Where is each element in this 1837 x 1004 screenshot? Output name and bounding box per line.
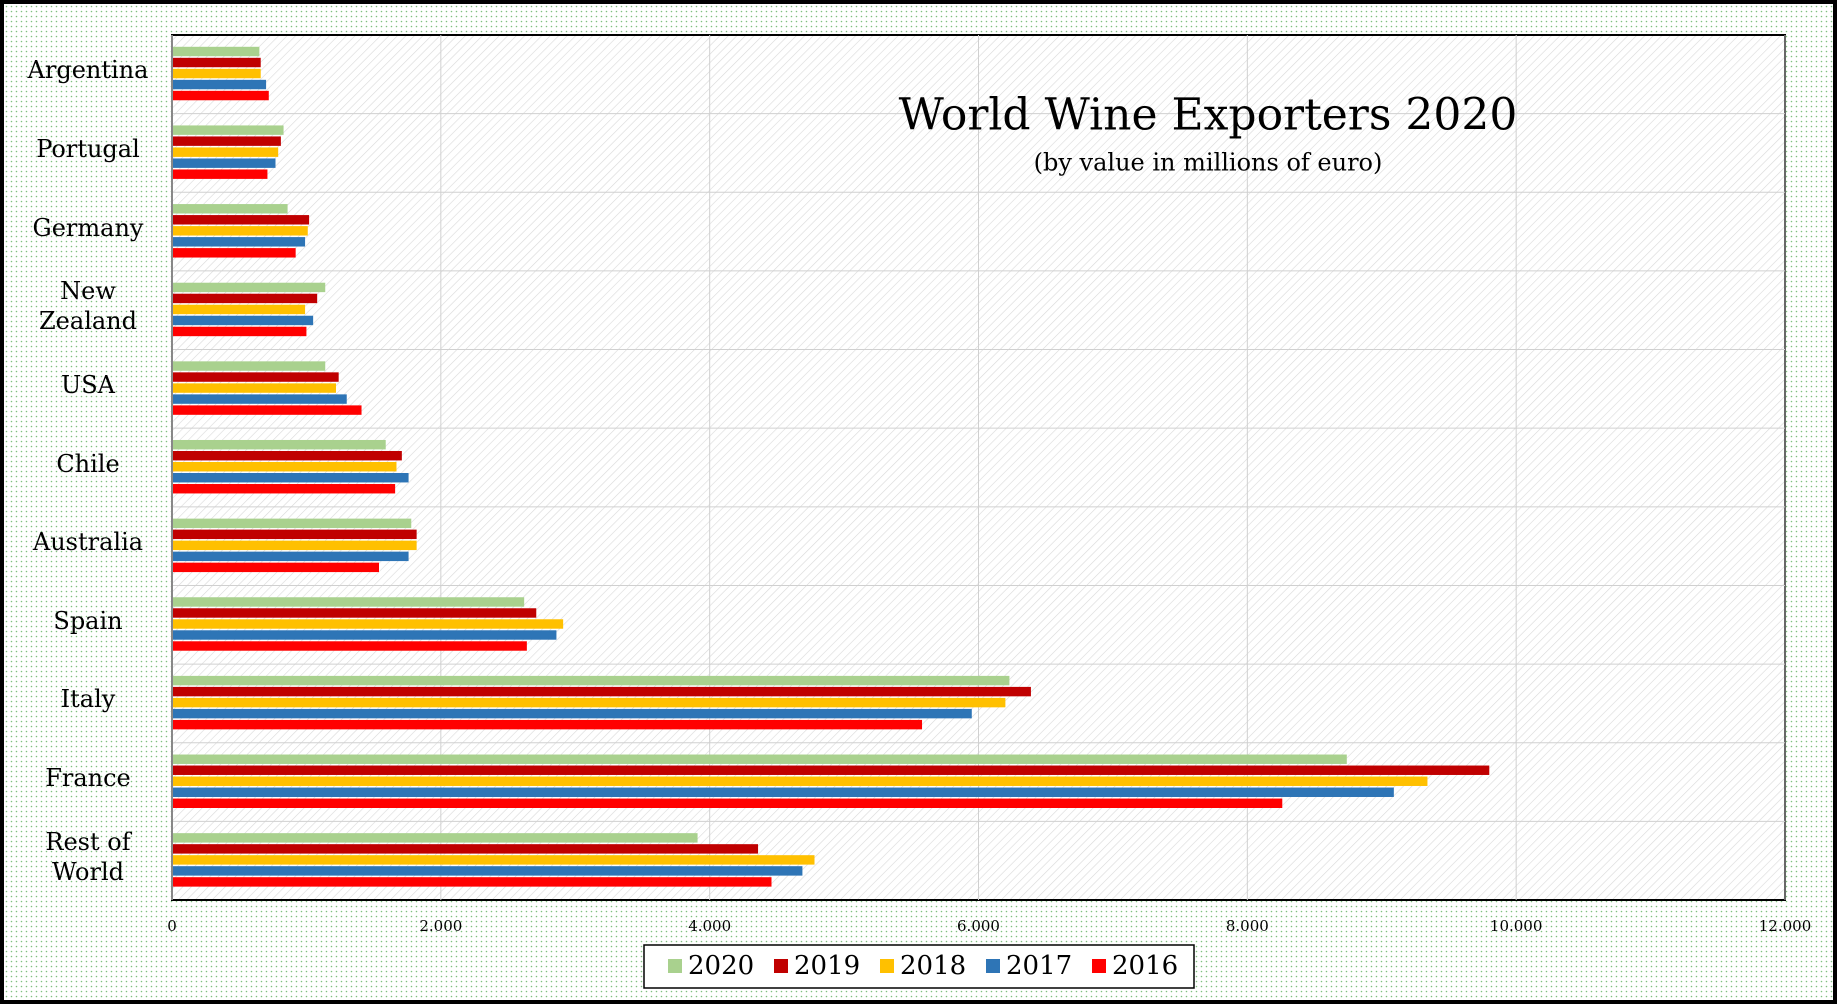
bar — [172, 125, 284, 135]
bar — [172, 719, 923, 730]
bar — [172, 90, 269, 101]
bar — [172, 57, 261, 68]
x-tick-label: 4.000 — [688, 917, 731, 935]
y-tick-label: Italy — [60, 685, 116, 714]
y-tick-label: Portugal — [36, 135, 140, 164]
legend-label: 2016 — [1112, 951, 1178, 981]
legend-swatch — [1092, 959, 1106, 973]
bar — [172, 798, 1283, 808]
legend-label: 2017 — [1006, 951, 1072, 981]
bar — [172, 282, 326, 293]
bar — [172, 147, 279, 157]
bar — [172, 540, 417, 551]
chart-subtitle: (by value in millions of euro) — [1034, 149, 1383, 177]
legend-swatch — [668, 959, 682, 973]
x-tick-label: 10.000 — [1490, 917, 1543, 935]
bar — [172, 619, 564, 629]
y-tick-label: Spain — [53, 606, 123, 635]
bar — [172, 372, 339, 382]
bar — [172, 215, 310, 225]
y-tick-label: Rest of World — [45, 827, 131, 886]
legend-swatch — [880, 959, 894, 973]
bar — [172, 844, 759, 854]
y-tick-label: Australia — [32, 528, 144, 557]
legend-label: 2019 — [794, 951, 860, 981]
x-tick-label: 6.000 — [957, 917, 1000, 935]
bar — [172, 326, 307, 337]
bar — [172, 79, 267, 90]
bar — [172, 518, 412, 529]
bar — [172, 405, 362, 415]
bar — [172, 304, 306, 315]
bar — [172, 686, 1031, 697]
x-tick-label: 0 — [167, 917, 177, 935]
bar — [172, 439, 386, 450]
bar — [172, 315, 314, 326]
bar — [172, 484, 396, 494]
legend-swatch — [774, 959, 788, 973]
bar — [172, 641, 527, 651]
y-tick-label: Argentina — [27, 56, 149, 85]
bar — [172, 675, 1010, 686]
bar — [172, 597, 525, 607]
bar — [172, 68, 261, 79]
bar — [172, 169, 268, 179]
legend-label: 2020 — [688, 951, 754, 981]
bar — [172, 877, 772, 887]
bar — [172, 293, 318, 304]
bar — [172, 461, 397, 472]
bar — [172, 450, 402, 461]
bar — [172, 394, 347, 404]
bar — [172, 787, 1394, 797]
chart-title: World Wine Exporters 2020 — [899, 90, 1518, 141]
bar — [172, 158, 276, 168]
bar — [172, 630, 557, 640]
bar — [172, 697, 1006, 708]
bar — [172, 204, 288, 214]
x-tick-label: 12.000 — [1759, 917, 1812, 935]
legend-swatch — [986, 959, 1000, 973]
bar — [172, 46, 260, 57]
y-tick-label: USA — [61, 370, 115, 399]
bar — [172, 776, 1428, 786]
x-tick-label: 8.000 — [1226, 917, 1269, 935]
bar — [172, 529, 417, 540]
bar — [172, 708, 972, 719]
bar — [172, 562, 380, 573]
legend-label: 2018 — [900, 951, 966, 981]
y-tick-label: New Zealand — [39, 277, 137, 336]
bar — [172, 765, 1490, 775]
bar — [172, 237, 306, 247]
bar — [172, 361, 326, 371]
y-tick-label: Germany — [32, 213, 144, 242]
bar — [172, 226, 308, 236]
bar — [172, 855, 815, 865]
y-tick-label: Chile — [56, 449, 120, 478]
y-tick-label: France — [45, 764, 131, 793]
bar — [172, 136, 281, 146]
bar — [172, 608, 537, 618]
bar — [172, 754, 1347, 764]
bar — [172, 383, 336, 393]
bar — [172, 248, 296, 258]
bar — [172, 866, 803, 876]
bar — [172, 551, 409, 562]
bar — [172, 833, 698, 843]
x-tick-label: 2.000 — [419, 917, 462, 935]
bar — [172, 473, 409, 483]
